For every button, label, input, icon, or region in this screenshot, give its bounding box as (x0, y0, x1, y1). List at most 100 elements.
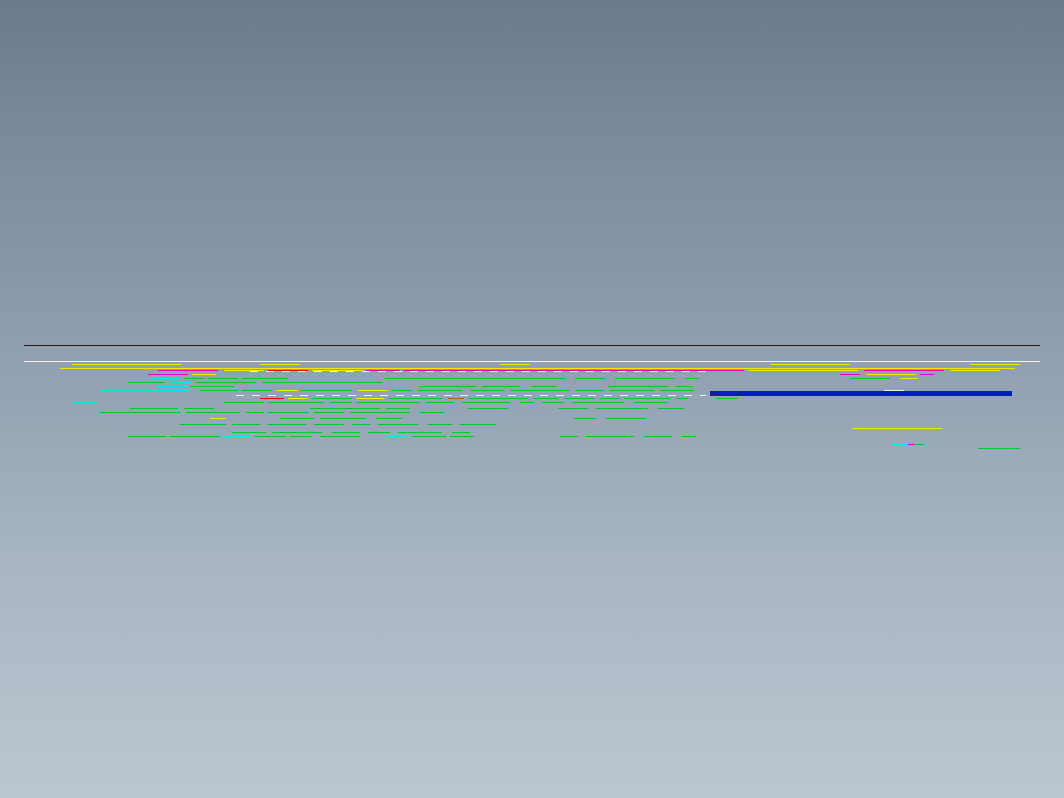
wire-segment (242, 378, 288, 379)
wire-segment (312, 370, 362, 371)
wire-segment (892, 444, 908, 445)
wire-segment (236, 395, 706, 396)
wire-segment (420, 386, 476, 387)
wire-segment (260, 398, 284, 399)
wire-segment (386, 408, 410, 409)
wire-segment (128, 436, 166, 437)
wire-segment (950, 370, 1000, 371)
wire-segment (378, 424, 418, 425)
wire-segment (864, 370, 944, 371)
wire-segment (748, 370, 858, 371)
wire-segment (72, 364, 182, 365)
wire-segment (128, 382, 164, 383)
wire-segment (586, 436, 634, 437)
wire-segment (356, 398, 384, 399)
wire-segment (460, 424, 496, 425)
wire-segment (74, 402, 98, 403)
wire-segment (180, 424, 226, 425)
wire-segment (130, 408, 178, 409)
wire-segment (272, 432, 322, 433)
wire-segment (852, 428, 942, 429)
wire-segment (186, 412, 240, 413)
wire-segment (158, 370, 218, 371)
wire-segment (596, 408, 648, 409)
wire-segment (520, 402, 534, 403)
wire-segment (500, 364, 530, 365)
wire-segment (978, 448, 1020, 449)
wire-segment (190, 386, 234, 387)
wire-segment (268, 402, 324, 403)
wire-segment (482, 386, 520, 387)
wire-segment (192, 374, 216, 375)
wire-segment (358, 390, 388, 391)
wire-segment (184, 378, 204, 379)
wire-segment (246, 412, 264, 413)
wire-segment (314, 424, 344, 425)
wire-segment (534, 398, 558, 399)
wire-segment (420, 412, 444, 413)
wire-segment (310, 408, 380, 409)
wire-segment (685, 378, 699, 379)
wire-segment (615, 378, 675, 379)
wire-segment (606, 418, 646, 419)
wire-segment (184, 408, 214, 409)
wire-segment (254, 436, 286, 437)
wire-segment (462, 402, 510, 403)
wire-segment (658, 408, 684, 409)
wire-segment (710, 391, 1012, 396)
wire-segment (850, 378, 890, 379)
wire-segment (676, 386, 692, 387)
wire-segment (572, 402, 624, 403)
wire-segment (388, 398, 442, 399)
wire-segment (426, 402, 454, 403)
wire-segment (148, 374, 188, 375)
wire-segment (386, 436, 406, 437)
wire-segment (448, 398, 464, 399)
wire-segment (600, 398, 620, 399)
wire-segment (208, 378, 238, 379)
wire-segment (332, 432, 360, 433)
wire-segment (352, 424, 370, 425)
wire-segment (156, 386, 188, 387)
wire-segment (542, 402, 564, 403)
wire-segment (356, 402, 420, 403)
wire-segment (428, 424, 452, 425)
wire-segment (196, 382, 256, 383)
wire-segment (900, 378, 918, 379)
wire-segment (660, 390, 694, 391)
wire-segment (242, 390, 272, 391)
wire-segment (170, 382, 192, 383)
wire-segment (366, 370, 400, 371)
wire-segment (210, 418, 226, 419)
wire-segment (884, 390, 904, 391)
wire-segment (624, 398, 670, 399)
wire-segment (60, 368, 1015, 369)
wire-segment (450, 436, 474, 437)
wire-segment (840, 374, 860, 375)
wire-segment (532, 386, 556, 387)
wire-segment (574, 418, 596, 419)
wire-segment (770, 364, 850, 365)
wire-segment (280, 418, 314, 419)
wire-segment (24, 361, 1040, 362)
wire-segment (288, 398, 308, 399)
wire-segment (268, 424, 306, 425)
wire-segment (404, 370, 744, 371)
wire-segment (232, 424, 260, 425)
wire-segment (170, 436, 220, 437)
wire-segment (575, 378, 605, 379)
wire-segment (560, 436, 578, 437)
wire-segment (682, 436, 696, 437)
wire-segment (644, 436, 672, 437)
wire-segment (262, 382, 382, 383)
wire-segment (392, 390, 412, 391)
wire-segment (300, 390, 352, 391)
wire-segment (200, 390, 238, 391)
wire-segment (24, 345, 1040, 346)
wire-segment (468, 398, 528, 399)
cad-viewport[interactable] (0, 0, 1064, 798)
wire-segment (398, 432, 442, 433)
wire-segment (150, 378, 180, 379)
wire-segment (250, 371, 710, 372)
wire-segment (634, 402, 668, 403)
